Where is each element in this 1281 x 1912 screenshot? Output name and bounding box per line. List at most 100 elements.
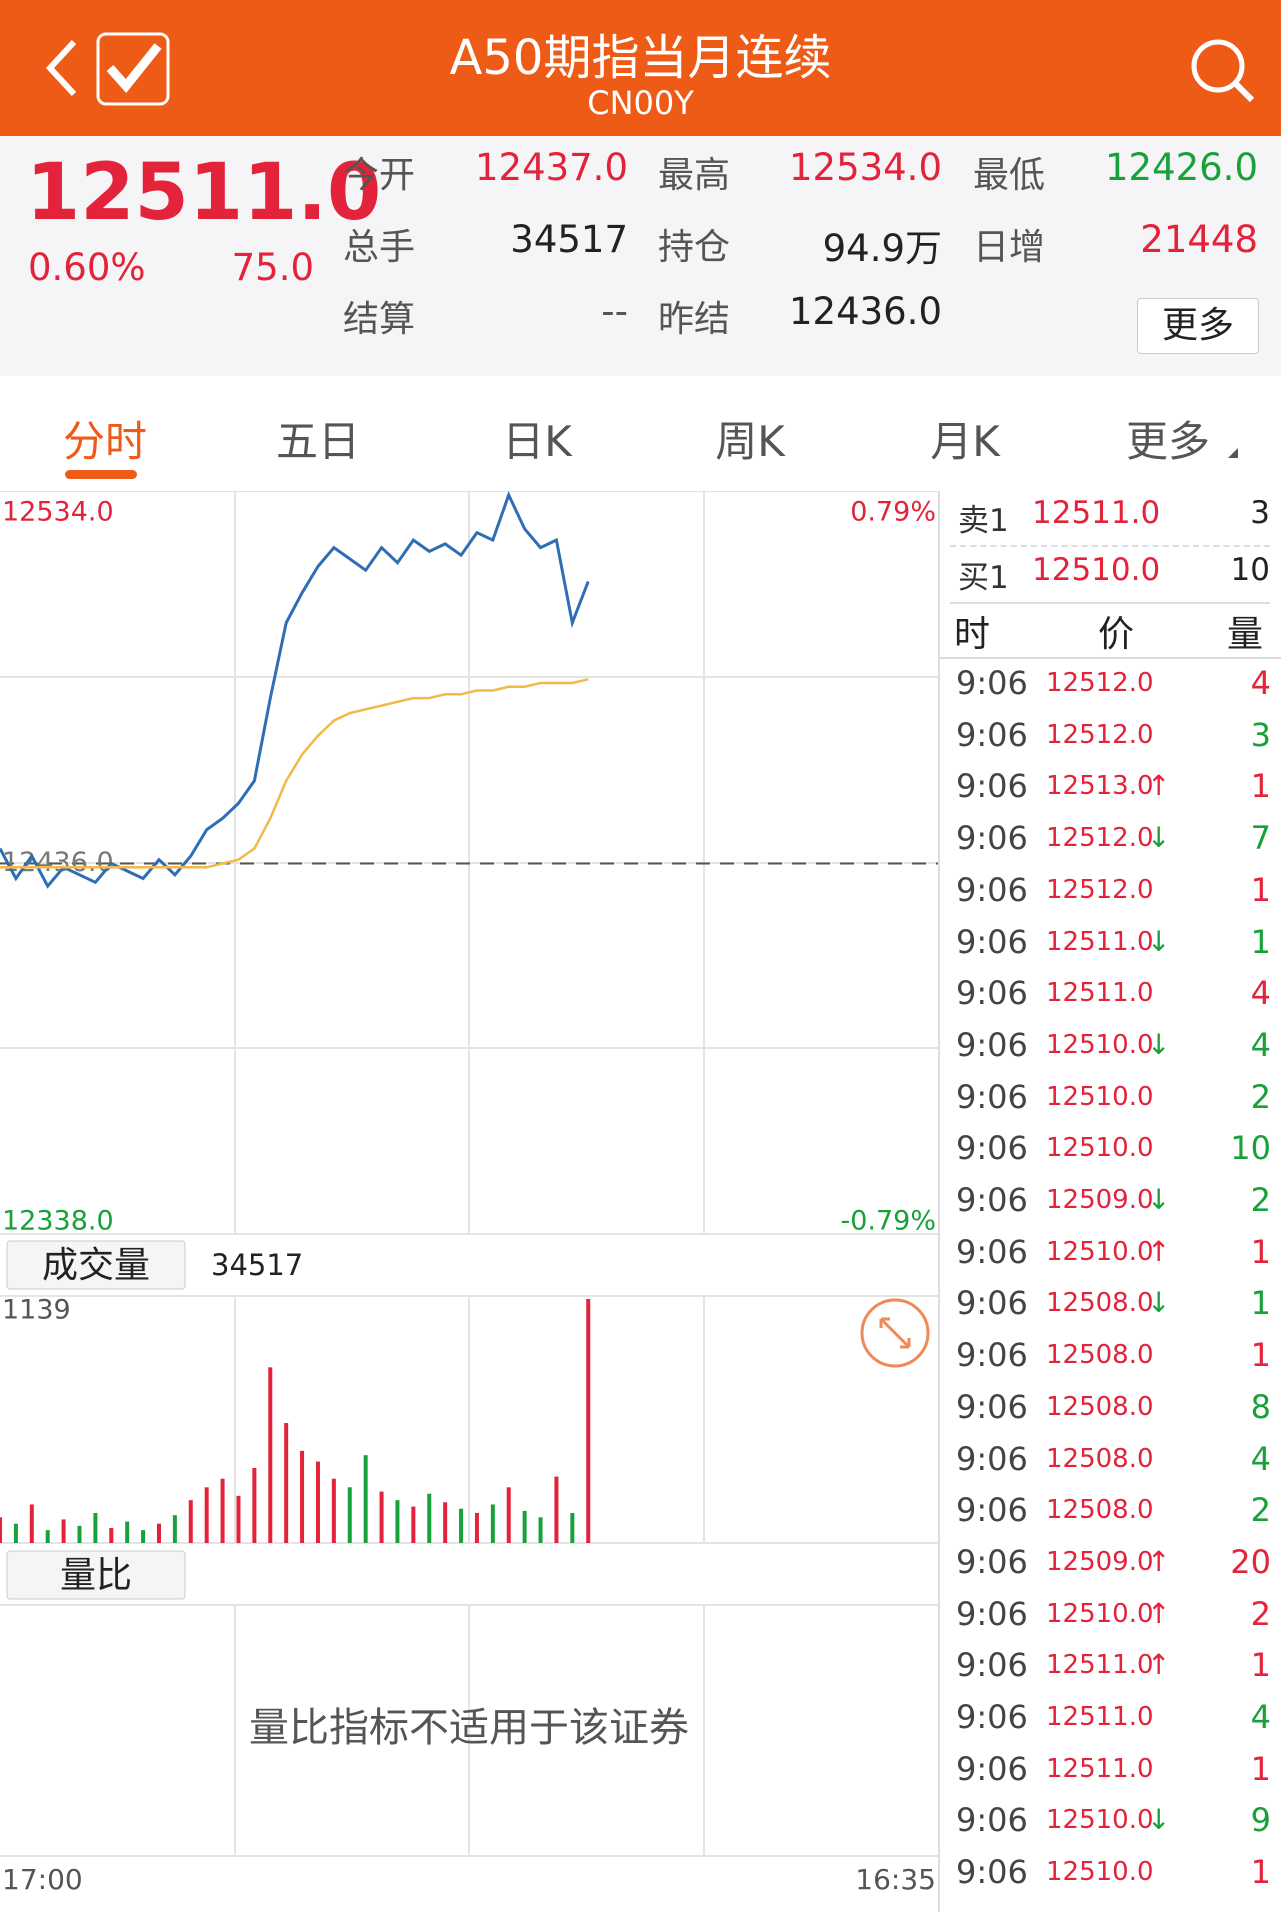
- volume-bar: [141, 1530, 146, 1543]
- field-value: --: [601, 290, 628, 333]
- trade-time: 9:06: [956, 1542, 1028, 1581]
- volume-bar: [363, 1455, 368, 1543]
- volume-bar: [331, 1478, 336, 1543]
- volume-bar: [395, 1500, 400, 1543]
- trade-qty: 1: [1250, 1646, 1271, 1685]
- trade-price: 12510.0: [1046, 1805, 1154, 1836]
- trades-header: 量: [1226, 614, 1263, 655]
- volume-button: [6, 1240, 186, 1290]
- price-line: [0, 678, 589, 869]
- volume-bar: [459, 1508, 464, 1543]
- volume-bar: [490, 1504, 495, 1543]
- field-label: 日增: [973, 227, 1046, 268]
- volume-bar: [379, 1491, 384, 1543]
- volume-bar: [188, 1500, 193, 1543]
- trade-qty: 4: [1250, 1439, 1271, 1478]
- x-tick-label: 17:00: [2, 1863, 83, 1896]
- tab[interactable]: 分时: [62, 417, 147, 466]
- trade-time: 9:06: [956, 1594, 1028, 1633]
- divider: [950, 545, 1270, 547]
- field-label: 最高: [658, 155, 731, 196]
- trade-qty: 4: [1250, 1698, 1271, 1736]
- volume-bar: [506, 1487, 511, 1543]
- trade-time: 9:06: [956, 1646, 1028, 1685]
- trade-price: 12508.0: [1046, 1495, 1154, 1526]
- tab[interactable]: 周K: [715, 417, 785, 466]
- tab-underline: [65, 470, 137, 479]
- trade-arrow: ↓: [1147, 924, 1171, 958]
- trade-time: 9:06: [956, 1336, 1028, 1375]
- book-price: 12511.0: [1032, 495, 1161, 531]
- volume-bar: [411, 1506, 416, 1543]
- expand-icon[interactable]: [860, 1298, 930, 1368]
- volume-bar: [268, 1367, 273, 1543]
- volume-bar: [45, 1530, 50, 1543]
- ratio-button: [6, 1550, 186, 1600]
- trade-qty: 4: [1250, 664, 1271, 702]
- tab[interactable]: 更多: [1125, 417, 1210, 466]
- trade-qty: 20: [1230, 1542, 1271, 1581]
- trade-price: 12510.0: [1046, 1081, 1154, 1112]
- trade-time: 9:06: [956, 1181, 1028, 1219]
- trades-header: 时: [954, 614, 991, 655]
- volume-total: 34517: [211, 1248, 303, 1282]
- trade-time: 9:06: [956, 1025, 1028, 1064]
- volume-bar: [300, 1450, 305, 1543]
- trade-arrow: ↓: [1147, 1286, 1171, 1320]
- field-label: 昨结: [658, 299, 731, 340]
- search-icon[interactable]: [1188, 36, 1258, 106]
- field-label: 最低: [973, 155, 1046, 196]
- volume-bar: [538, 1517, 543, 1543]
- trade-price: 12511.0: [1046, 926, 1154, 957]
- trade-price: 12512.0: [1046, 823, 1154, 854]
- change-pct: 0.60%: [28, 246, 146, 289]
- trade-qty: 1: [1250, 870, 1271, 909]
- field-value: 94.9万: [822, 227, 942, 270]
- trade-price: 12509.0: [1046, 1185, 1154, 1215]
- price-line: [0, 491, 590, 889]
- volume-bar: [93, 1513, 98, 1543]
- volume-bar: [315, 1461, 320, 1543]
- trade-price: 12513.0: [1046, 771, 1154, 802]
- tab[interactable]: 五日: [275, 417, 360, 466]
- trade-qty: 2: [1250, 1181, 1271, 1219]
- tab-more-arrow: [1228, 448, 1238, 458]
- trade-price: 12508.0: [1046, 1443, 1154, 1474]
- nav-icons[interactable]: [40, 30, 180, 110]
- trade-price: 12510.0: [1046, 1598, 1154, 1629]
- field-value: 12437.0: [474, 146, 628, 189]
- more-button[interactable]: 更多: [1137, 298, 1259, 354]
- trade-time: 9:06: [956, 715, 1028, 754]
- y2-tick-label: 0.79%: [850, 497, 936, 528]
- trade-qty: 1: [1250, 767, 1271, 806]
- book-label: 卖1: [958, 503, 1009, 539]
- trade-arrow: ↑: [1147, 769, 1171, 803]
- trade-qty: 1: [1250, 1749, 1271, 1788]
- x-tick-label: 16:35: [855, 1863, 936, 1896]
- trade-arrow: ↑: [1147, 1596, 1171, 1630]
- trade-arrow: ↓: [1147, 1803, 1171, 1837]
- trade-qty: 1: [1250, 1336, 1271, 1375]
- trade-time: 9:06: [956, 1232, 1028, 1271]
- ratio-label: 量比: [60, 1555, 132, 1596]
- volume-bar: [586, 1299, 591, 1543]
- last-price: 12511.0: [26, 148, 382, 238]
- tab[interactable]: 月K: [930, 417, 1000, 466]
- trade-price: 12508.0: [1046, 1340, 1154, 1371]
- field-label: 持仓: [658, 227, 731, 268]
- tab[interactable]: 日K: [502, 417, 572, 466]
- trade-time: 9:06: [956, 1853, 1028, 1892]
- trade-qty: 2: [1250, 1077, 1271, 1116]
- trade-time: 9:06: [956, 974, 1028, 1013]
- trade-price: 12508.0: [1046, 1288, 1154, 1319]
- field-label: 今开: [343, 155, 416, 196]
- trade-qty: 1: [1250, 922, 1271, 961]
- field-value: 34517: [510, 218, 628, 261]
- volume-bar: [109, 1528, 114, 1543]
- volume-bar: [347, 1487, 352, 1543]
- field-value: 12534.0: [788, 146, 942, 189]
- change: 75.0: [231, 246, 314, 289]
- volume-bar: [61, 1519, 66, 1543]
- trade-time: 9:06: [956, 664, 1028, 702]
- trade-arrow: ↓: [1147, 1183, 1171, 1216]
